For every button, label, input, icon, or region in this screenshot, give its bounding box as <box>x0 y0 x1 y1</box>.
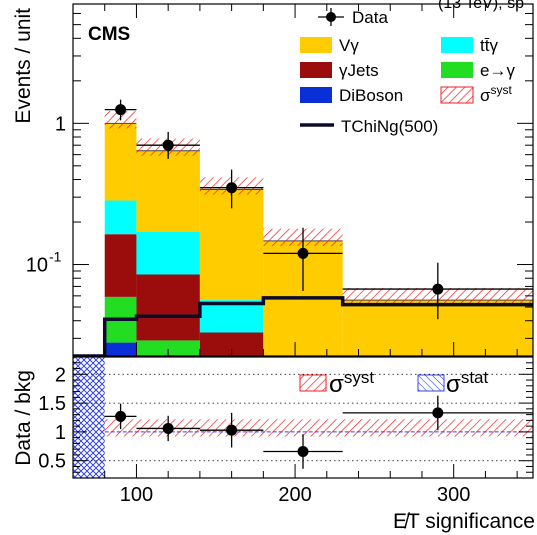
x-tick-label: 100 <box>120 484 153 506</box>
data-point <box>432 283 444 295</box>
ticks: 100 200 300 1 10 -1 0.5 1 1.5 2 <box>26 3 533 506</box>
data-point <box>115 104 127 116</box>
ratio-legend-syst-swatch <box>299 374 327 392</box>
legend-swatch <box>300 37 332 53</box>
stack-bar <box>104 234 137 297</box>
legend-label: γJets <box>339 61 379 80</box>
ratio-legend-stat-swatch <box>417 374 445 392</box>
top-header-fragment: (13 TeV), sp <box>438 0 524 12</box>
stack-bar <box>136 150 200 232</box>
signal-line <box>73 296 533 356</box>
legend-label: e→γ <box>480 61 515 80</box>
ratio-y-tick-label: 1 <box>55 422 66 444</box>
stack-bar <box>136 340 200 356</box>
legend-label: tt̄γ <box>480 36 498 55</box>
ratio-legend-stat-label: σstat <box>446 368 488 398</box>
y-tick-label: 1 <box>55 113 66 135</box>
data-point <box>162 139 174 151</box>
x-tick-label: 300 <box>437 484 470 506</box>
ratio-point <box>115 410 127 422</box>
ratio-point <box>226 424 238 436</box>
ratio-y-tick-label: 0.5 <box>38 451 66 473</box>
lower-frame <box>72 356 534 479</box>
data-points <box>104 99 533 320</box>
experiment-label: CMS <box>88 24 130 45</box>
legend-data-marker <box>326 12 336 22</box>
stack-bar <box>136 231 200 275</box>
legend-label-syst: σsyst <box>480 83 513 105</box>
x-tick-label: 200 <box>278 484 311 506</box>
ratio-y-tick-label: 2 <box>55 364 66 386</box>
legend: Data Vγ tt̄γ γJets e→γ DiBoson σsyst TChiNg(500… <box>299 8 515 398</box>
stack-bar <box>104 200 137 235</box>
legend-label: DiBoson <box>339 86 403 105</box>
legend-swatch <box>441 62 473 78</box>
y-tick-label: 10 <box>26 255 48 277</box>
legend-swatch <box>300 62 332 78</box>
ratio-legend-syst-label: σsyst <box>329 368 374 398</box>
upper-ylabel: Events / unit <box>12 8 35 124</box>
stack-bar <box>199 332 264 356</box>
legend-label: Vγ <box>339 36 359 55</box>
stack-bar <box>104 342 137 356</box>
x-axis-label: E̸T significance <box>393 510 535 533</box>
legend-swatch-syst <box>440 86 474 104</box>
stack-bar <box>104 123 137 201</box>
ratio-point <box>162 422 174 434</box>
ratio-y-tick-label: 1.5 <box>38 393 66 415</box>
legend-label-signal: TChiNg(500) <box>341 117 438 136</box>
ratio-point <box>432 407 444 419</box>
ratio-points <box>104 395 533 469</box>
legend-swatch <box>441 37 473 53</box>
legend-swatch <box>300 87 332 103</box>
data-point <box>226 182 238 194</box>
signal-histogram <box>73 296 533 356</box>
y-tick-exponent: -1 <box>49 249 62 265</box>
stack-bar <box>199 300 264 333</box>
lower-ylabel: Data / bkg <box>12 370 35 466</box>
ratio-point <box>297 445 309 457</box>
ratio-stat-band <box>73 357 105 478</box>
legend-label-data: Data <box>352 8 388 27</box>
stack-bar <box>136 274 200 341</box>
data-point <box>297 247 309 259</box>
